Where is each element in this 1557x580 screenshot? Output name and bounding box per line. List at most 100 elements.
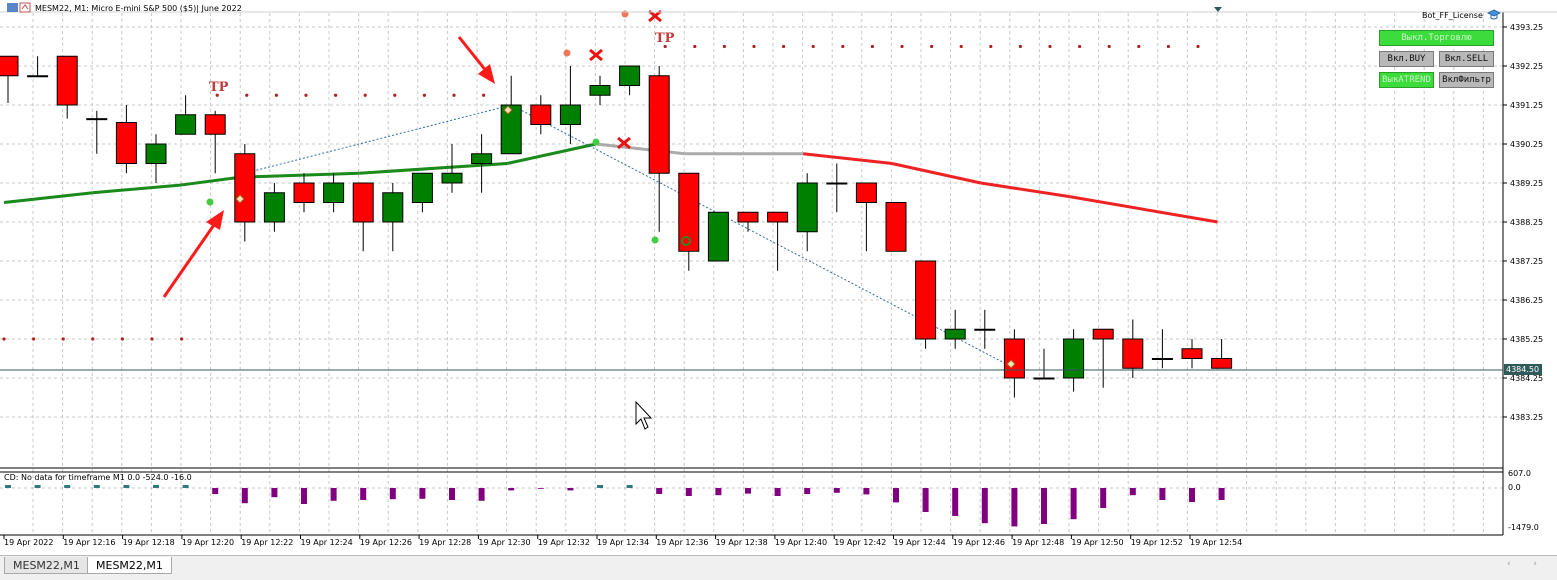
histogram-bar bbox=[153, 485, 159, 488]
level-dot bbox=[841, 44, 845, 49]
candle-body bbox=[175, 114, 197, 135]
ma-segment bbox=[92, 183, 182, 195]
ma-segment bbox=[506, 142, 597, 165]
chart-tab-2[interactable]: MESM22,M1 bbox=[87, 557, 172, 574]
candle-body bbox=[500, 104, 522, 155]
cross-icon bbox=[648, 9, 662, 23]
histogram-bar bbox=[271, 488, 278, 498]
level-dot bbox=[215, 93, 219, 97]
level-dot bbox=[722, 44, 727, 49]
level-dot bbox=[304, 93, 308, 97]
time-tick-label: 19 Apr 12:22 bbox=[241, 538, 293, 547]
candle-body bbox=[619, 65, 641, 86]
time-tick-label: 19 Apr 12:24 bbox=[301, 538, 353, 547]
histogram-bar bbox=[123, 485, 130, 488]
indicator-label: CD: No data for timeframe M1 0.0 -524.0 … bbox=[4, 473, 192, 482]
chart-menu-icon[interactable] bbox=[7, 3, 18, 12]
histogram-bar bbox=[893, 488, 899, 503]
price-tick-label: 4386.25 bbox=[1510, 296, 1543, 305]
histogram-bar bbox=[1189, 488, 1195, 502]
license-label: Bot_FF_License bbox=[1422, 11, 1483, 20]
time-tick-label: 19 Apr 12:54 bbox=[1190, 538, 1242, 547]
tp-label-2: TP bbox=[655, 31, 675, 46]
time-tick-label: 19 Apr 12:30 bbox=[478, 538, 530, 547]
candle-body bbox=[1063, 338, 1085, 379]
histogram-bar bbox=[478, 488, 485, 501]
price-tick-label: 4391.25 bbox=[1510, 101, 1543, 110]
chart-title: MESM22, M1: Micro E-mini S&P 500 ($5)| J… bbox=[35, 4, 242, 13]
current-price-value: 4384.50 bbox=[1506, 365, 1539, 374]
candle-body bbox=[530, 104, 552, 125]
indicator-scale-top: 607.0 bbox=[1508, 469, 1531, 478]
chart-properties-icon[interactable] bbox=[19, 2, 31, 13]
candle-body bbox=[471, 153, 493, 164]
level-dot bbox=[422, 93, 426, 97]
grid-lines bbox=[0, 13, 1503, 535]
shift-marker-icon[interactable] bbox=[1214, 7, 1222, 12]
cross-icon bbox=[617, 136, 631, 150]
candle-body bbox=[974, 328, 996, 331]
filter-on-button[interactable]: ВклФильтр bbox=[1439, 72, 1494, 88]
histogram-bar bbox=[389, 488, 396, 500]
candle-body bbox=[234, 153, 256, 223]
trend-line bbox=[244, 104, 512, 174]
price-tick-label: 4388.25 bbox=[1510, 218, 1543, 227]
candle-body bbox=[0, 55, 19, 77]
candle-body bbox=[56, 55, 78, 106]
signal-dot bbox=[206, 198, 214, 206]
level-dot bbox=[334, 93, 338, 97]
graduation-cap-icon bbox=[1487, 9, 1501, 20]
candle-body bbox=[441, 172, 463, 184]
histogram-bar bbox=[241, 488, 248, 504]
time-tick-label: 19 Apr 12:40 bbox=[775, 538, 827, 547]
candle-body bbox=[1003, 338, 1025, 379]
level-dot bbox=[393, 93, 397, 97]
ma-segment bbox=[1069, 195, 1218, 224]
level-dot bbox=[150, 337, 154, 341]
price-tick-label: 4385.25 bbox=[1510, 335, 1543, 344]
candle-body bbox=[27, 75, 49, 78]
level-dot bbox=[245, 93, 249, 97]
histogram-bar bbox=[656, 488, 663, 494]
buy-on-button[interactable]: Вкл.BUY bbox=[1379, 51, 1434, 67]
level-dot bbox=[363, 93, 367, 97]
histogram-bar bbox=[182, 485, 189, 488]
level-dot bbox=[811, 44, 815, 49]
candle-body bbox=[589, 85, 611, 96]
histogram-bar bbox=[833, 488, 840, 493]
level-dot bbox=[959, 44, 963, 49]
histogram-bar bbox=[212, 488, 219, 494]
tab-scroll-arrows-icon[interactable]: ‹ › bbox=[1506, 559, 1547, 569]
candle-body bbox=[382, 192, 404, 223]
trade-markers bbox=[2, 9, 1200, 369]
arrow-icon bbox=[457, 36, 495, 84]
level-dot bbox=[752, 44, 756, 49]
time-tick-label: 19 Apr 12:46 bbox=[953, 538, 1005, 547]
sell-on-button[interactable]: Вкл.SELL bbox=[1439, 51, 1494, 67]
histogram-bar bbox=[449, 488, 455, 500]
time-tick-label: 19 Apr 2022 bbox=[4, 538, 53, 547]
window-icons[interactable] bbox=[7, 2, 31, 13]
ma-segment bbox=[359, 162, 508, 175]
histogram-bar bbox=[804, 488, 811, 494]
indicator-histogram bbox=[5, 485, 1225, 527]
candle-body bbox=[293, 182, 315, 203]
trend-off-button[interactable]: ВыкАТREND bbox=[1379, 72, 1434, 88]
time-tick-label: 19 Apr 12:44 bbox=[894, 538, 946, 547]
trade-off-button[interactable]: Выкл.Торговлю bbox=[1379, 30, 1494, 46]
chart-tab-1[interactable]: MESM22,M1 bbox=[4, 557, 89, 574]
histogram-bar bbox=[597, 485, 603, 488]
candle-body bbox=[263, 192, 285, 223]
histogram-bar bbox=[93, 485, 100, 488]
level-dot bbox=[989, 44, 993, 49]
histogram-bar bbox=[64, 485, 71, 488]
level-dot bbox=[1107, 44, 1111, 49]
price-axis: 4393.25 4392.25 4391.25 4390.25 4389.25 4388.… bbox=[1503, 23, 1543, 422]
candle-body bbox=[1122, 338, 1144, 369]
candle-body bbox=[1092, 328, 1114, 340]
candle-body bbox=[796, 182, 818, 233]
ma-segment bbox=[803, 152, 893, 165]
level-dot bbox=[900, 44, 904, 49]
chart-area[interactable]: 4393.25 4392.25 4391.25 4390.25 4389.25 4388.… bbox=[0, 0, 1557, 555]
candle-body bbox=[678, 172, 700, 252]
